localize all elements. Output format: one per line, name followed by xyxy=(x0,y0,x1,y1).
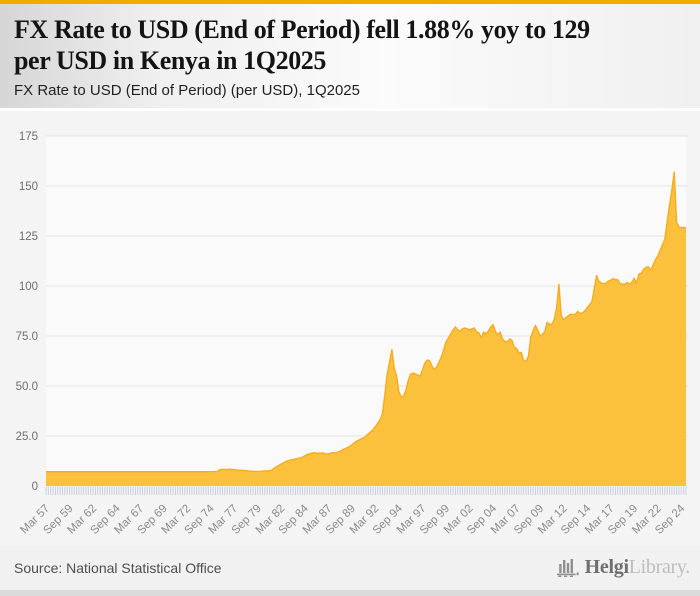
bar-chart-icon xyxy=(556,559,579,577)
chart-section: 0 25.0 50.0 75.0 100 125 150 175 Mar 57 Sep 59 Mar… xyxy=(0,111,700,545)
area-series xyxy=(46,172,686,486)
svg-text:100: 100 xyxy=(19,281,38,293)
svg-text:125: 125 xyxy=(19,231,38,243)
logo-text-helgi: Helgi xyxy=(584,556,629,578)
bottom-strip xyxy=(0,590,700,596)
svg-text:50.0: 50.0 xyxy=(16,381,38,393)
page-title-line1: FX Rate to USD (End of Period) fell 1.88… xyxy=(14,15,590,44)
logo-text: HelgiLibrary. xyxy=(584,556,691,579)
y-axis-labels: 0 25.0 50.0 75.0 100 125 150 175 xyxy=(16,131,38,493)
svg-text:0: 0 xyxy=(32,481,38,493)
chart-subtitle: FX Rate to USD (End of Period) (per USD)… xyxy=(14,82,360,99)
svg-text:150: 150 xyxy=(19,181,38,193)
top-accent-bar xyxy=(0,0,700,4)
footer: Source: National Statistical Office Helg… xyxy=(0,545,700,590)
x-axis-tick-comb xyxy=(45,487,687,495)
svg-text:175: 175 xyxy=(19,131,38,143)
header: FX Rate to USD (End of Period) fell 1.88… xyxy=(0,4,700,111)
svg-text:25.0: 25.0 xyxy=(16,431,38,443)
page-title: FX Rate to USD (End of Period) fell 1.88… xyxy=(0,4,700,76)
helgi-library-logo: HelgiLibrary. xyxy=(556,556,690,579)
logo-text-library: Library. xyxy=(628,556,691,578)
source-note: Source: National Statistical Office xyxy=(14,559,222,576)
page-title-line2: per USD in Kenya in 1Q2025 xyxy=(14,46,326,75)
svg-text:75.0: 75.0 xyxy=(16,331,38,343)
area-series-line xyxy=(46,171,686,473)
